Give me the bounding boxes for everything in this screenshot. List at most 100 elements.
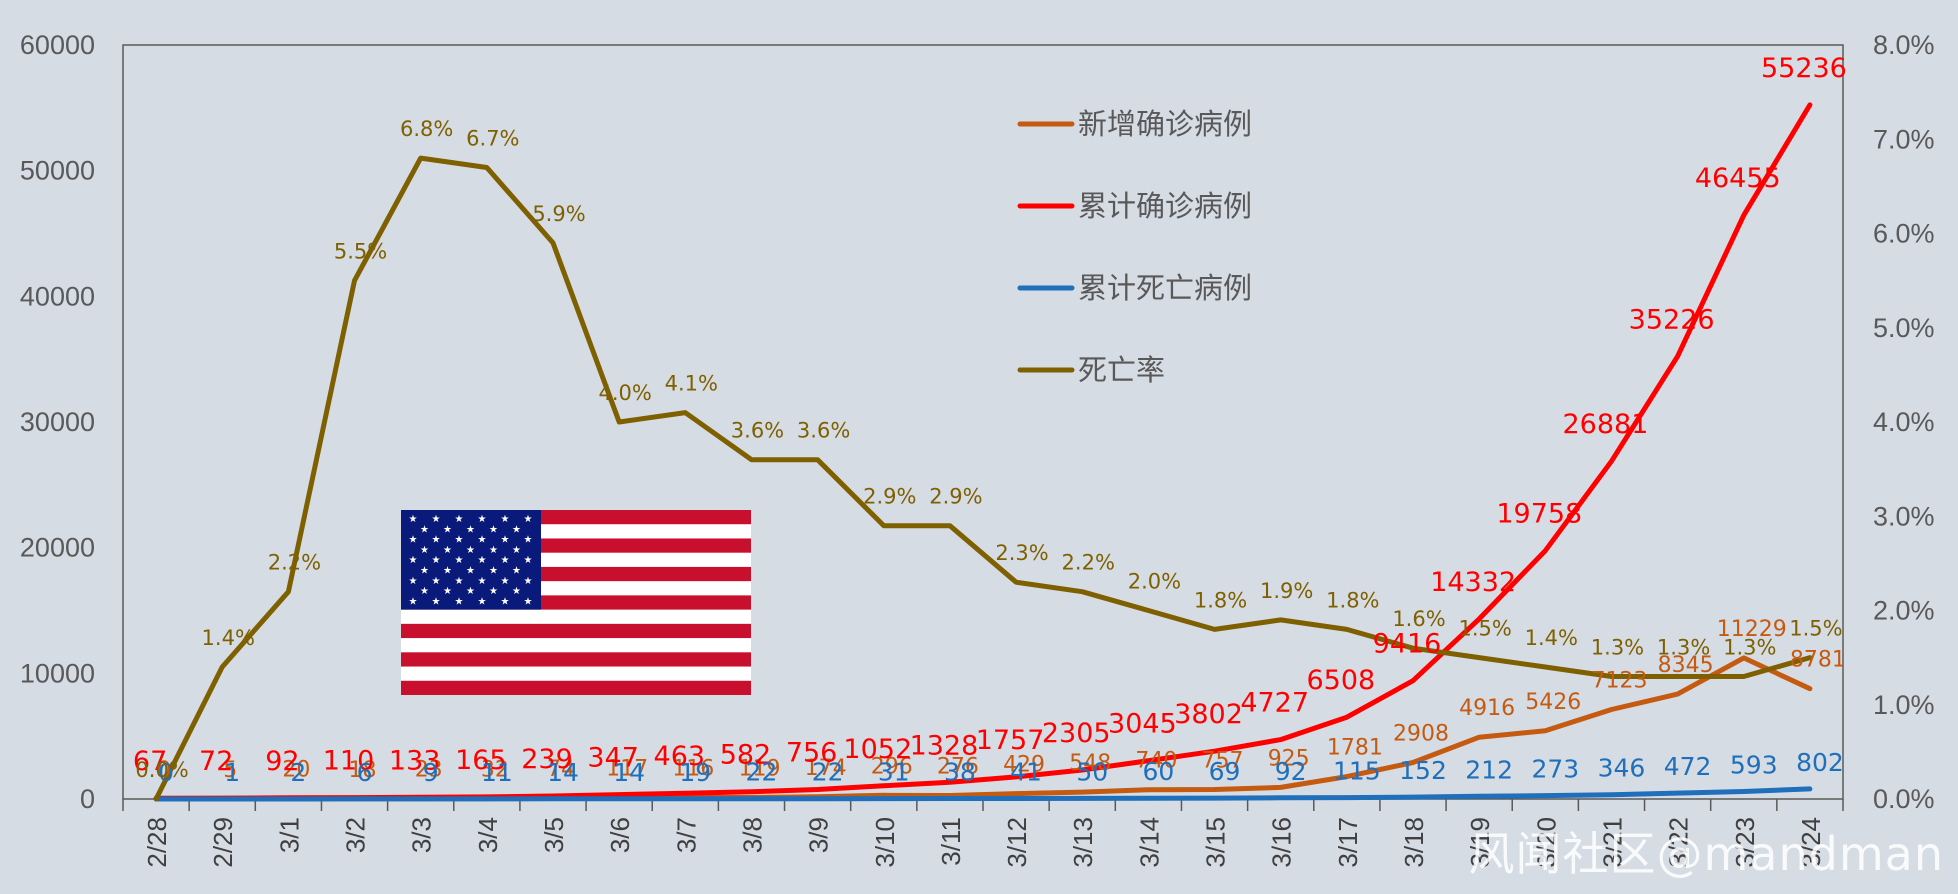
data-label: 0 bbox=[158, 758, 174, 787]
data-labels: 0 5 20 18 23 32 74 117 116 119 174 296 276 429 548 740 7… bbox=[133, 53, 1847, 787]
data-label: 11 bbox=[481, 758, 513, 787]
watermark: 风闻社区@mandman bbox=[1468, 827, 1944, 881]
data-label: 5426 bbox=[1525, 690, 1581, 715]
data-label: 60 bbox=[1142, 757, 1174, 786]
x-tick-label: 3/22 bbox=[1664, 817, 1694, 868]
data-label: 14332 bbox=[1430, 567, 1516, 598]
data-label: 0.0% bbox=[135, 758, 188, 782]
data-label: 35226 bbox=[1629, 304, 1715, 335]
data-label: 41 bbox=[1010, 757, 1042, 786]
data-label: 2 bbox=[290, 758, 306, 787]
data-label: 9416 bbox=[1373, 629, 1442, 660]
y-left-tick-label: 40000 bbox=[20, 281, 95, 311]
data-label: 4727 bbox=[1240, 688, 1309, 719]
flag-star: ★ bbox=[455, 576, 464, 587]
flag-star: ★ bbox=[489, 545, 498, 556]
flag-star: ★ bbox=[478, 535, 487, 546]
flag-star: ★ bbox=[512, 524, 521, 535]
data-label: 72 bbox=[199, 746, 233, 777]
flag-star: ★ bbox=[524, 535, 533, 546]
y-left-tick-label: 0 bbox=[80, 784, 95, 814]
data-label: 152 bbox=[1399, 756, 1447, 785]
x-tick-label: 3/9 bbox=[804, 817, 834, 853]
data-label: 32 bbox=[481, 758, 509, 783]
data-label: 8781 bbox=[1790, 648, 1846, 673]
flag-star: ★ bbox=[455, 596, 464, 607]
data-label: 110 bbox=[323, 746, 375, 777]
x-tick-label: 3/13 bbox=[1068, 817, 1098, 868]
data-label: 2.0% bbox=[1128, 570, 1181, 594]
x-tick-label: 3/6 bbox=[605, 817, 635, 853]
flag-star: ★ bbox=[409, 514, 418, 525]
data-label: 1.5% bbox=[1789, 617, 1842, 641]
x-tick-label: 3/17 bbox=[1333, 817, 1363, 868]
data-label: 1052 bbox=[843, 734, 912, 765]
data-label: 19 bbox=[679, 758, 711, 787]
data-label: 165 bbox=[455, 745, 507, 776]
y-right-tick-label: 6.0% bbox=[1873, 219, 1935, 249]
flag-star: ★ bbox=[432, 514, 441, 525]
data-label: 115 bbox=[1333, 757, 1381, 786]
flag-stripe bbox=[401, 623, 751, 639]
data-label: 22 bbox=[746, 758, 778, 787]
data-label: 1.5% bbox=[1458, 617, 1511, 641]
x-tick-label: 3/10 bbox=[870, 817, 900, 868]
series-group bbox=[153, 102, 1813, 802]
data-label: 1.3% bbox=[1657, 635, 1710, 659]
x-tick-label: 3/15 bbox=[1201, 817, 1231, 868]
data-label: 1328 bbox=[910, 730, 979, 761]
data-label: 92 bbox=[265, 746, 299, 777]
flag-star: ★ bbox=[455, 555, 464, 566]
flag-star: ★ bbox=[455, 514, 464, 525]
legend-label: 死亡率 bbox=[1078, 353, 1165, 387]
data-label: 1.4% bbox=[1525, 626, 1578, 650]
data-label: 6508 bbox=[1306, 665, 1375, 696]
data-label: 6.7% bbox=[466, 127, 519, 151]
data-label: 23 bbox=[415, 758, 443, 783]
data-label: 67 bbox=[133, 746, 167, 777]
flag-star: ★ bbox=[409, 576, 418, 587]
data-label: 117 bbox=[606, 757, 648, 782]
legend-label: 新增确诊病例 bbox=[1078, 107, 1252, 141]
data-label: 925 bbox=[1268, 746, 1310, 771]
flag-star: ★ bbox=[512, 566, 521, 577]
data-label: 3.6% bbox=[731, 419, 784, 443]
data-label: 46455 bbox=[1695, 163, 1781, 194]
data-label: 38 bbox=[944, 758, 976, 787]
x-tick-label: 3/20 bbox=[1531, 817, 1561, 868]
data-label: 1781 bbox=[1327, 736, 1383, 761]
x-tick-label: 3/1 bbox=[274, 817, 304, 853]
data-label: 472 bbox=[1664, 752, 1712, 781]
flag-star: ★ bbox=[466, 566, 475, 577]
flag-star: ★ bbox=[455, 535, 464, 546]
flag-star: ★ bbox=[420, 566, 429, 577]
data-label: 593 bbox=[1730, 751, 1778, 780]
x-tick-label: 3/4 bbox=[473, 817, 503, 853]
flag-star: ★ bbox=[524, 596, 533, 607]
data-label: 133 bbox=[389, 745, 441, 776]
flag-star: ★ bbox=[443, 586, 452, 597]
data-label: 5.5% bbox=[334, 240, 387, 264]
data-label: 4.1% bbox=[665, 372, 718, 396]
flag-star: ★ bbox=[512, 545, 521, 556]
flag-star: ★ bbox=[524, 576, 533, 587]
flag-star: ★ bbox=[501, 535, 510, 546]
y-right-tick-label: 1.0% bbox=[1873, 690, 1935, 720]
y-left-tick-label: 30000 bbox=[20, 407, 95, 437]
series-line-累计死亡病例 bbox=[153, 786, 1813, 802]
data-label: 347 bbox=[587, 743, 639, 774]
flag-star: ★ bbox=[466, 524, 475, 535]
data-label: 757 bbox=[1202, 748, 1244, 773]
flag-canton bbox=[401, 510, 541, 610]
us-flag-icon: ★ ★ ★ ★ ★ ★★ ★ ★ ★ ★★ ★ ★ ★ ★ ★★ ★ ★ ★ ★★ ★ ★ ★ ★ ★★ ★ ★ ★ ★★ ★ ★ ★ ★ ★★… bbox=[401, 510, 751, 695]
flag-star: ★ bbox=[489, 566, 498, 577]
y-right-tick-label: 2.0% bbox=[1873, 596, 1935, 626]
x-tick-label: 3/21 bbox=[1597, 817, 1627, 868]
data-label: 4.0% bbox=[598, 381, 651, 405]
data-label: 740 bbox=[1135, 749, 1177, 774]
data-label: 3802 bbox=[1174, 699, 1243, 730]
flag-star: ★ bbox=[501, 514, 510, 525]
flag-star: ★ bbox=[478, 596, 487, 607]
x-tick-label: 3/14 bbox=[1134, 817, 1164, 868]
